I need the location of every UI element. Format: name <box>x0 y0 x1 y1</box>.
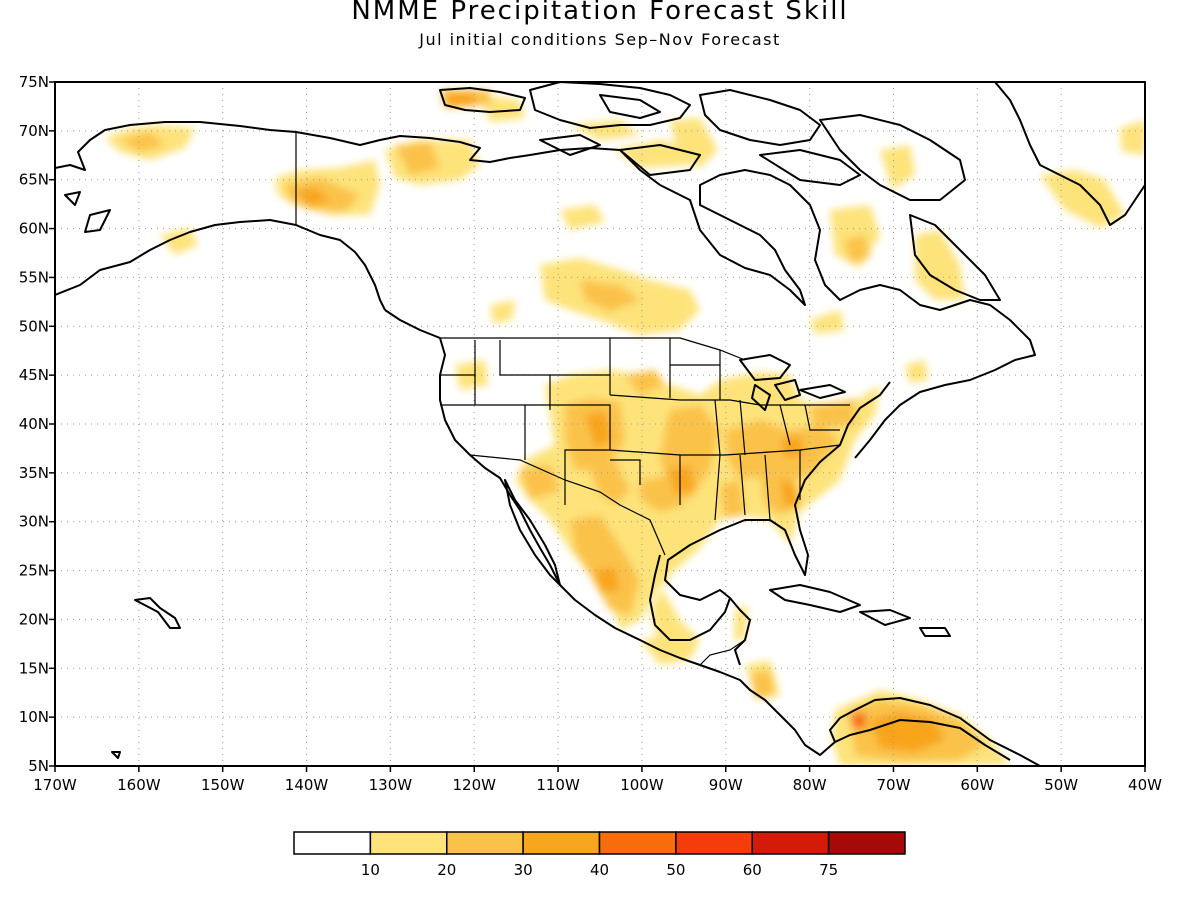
latitude-label: 10N <box>19 708 49 726</box>
political-borders <box>295 132 850 666</box>
legend-swatch <box>751 831 830 855</box>
graticule <box>55 82 1145 766</box>
latitude-label: 15N <box>19 659 49 677</box>
longitude-label: 160W <box>117 776 161 794</box>
latitude-label: 35N <box>19 464 49 482</box>
latitude-label: 40N <box>19 415 49 433</box>
legend-swatch <box>293 831 372 855</box>
longitude-label: 90W <box>709 776 743 794</box>
legend-swatch <box>369 831 448 855</box>
latitude-label: 20N <box>19 610 49 628</box>
legend-swatch <box>675 831 753 855</box>
longitude-label: 120W <box>452 776 496 794</box>
legend-label: 10 <box>361 861 380 879</box>
latitude-label: 55N <box>19 268 49 286</box>
longitude-label: 170W <box>33 776 77 794</box>
longitude-label: 40W <box>1128 776 1162 794</box>
legend-label: 75 <box>819 861 838 879</box>
legend-swatch <box>522 831 601 855</box>
map-title: NMME Precipitation Forecast Skill <box>351 0 849 26</box>
latitude-label: 5N <box>28 757 49 775</box>
longitude-label: 70W <box>877 776 911 794</box>
longitude-label: 140W <box>285 776 329 794</box>
latitude-label: 25N <box>19 562 49 580</box>
legend-label: 40 <box>590 861 609 879</box>
legend-label: 30 <box>514 861 533 879</box>
longitude-label: 130W <box>369 776 413 794</box>
latitude-label: 60N <box>19 220 49 238</box>
longitude-label: 150W <box>201 776 245 794</box>
longitude-label: 100W <box>620 776 664 794</box>
coastlines <box>55 82 1145 766</box>
legend-swatch <box>598 831 677 855</box>
longitude-labels: 170W 160W 150W 140W 130W 120W 110W 100W 90W 80W 70… <box>33 766 1162 794</box>
latitude-labels: 75N 70N 65N 60N 55N 50N 45N 40N 35N 30N 25N 20N 15N 1… <box>19 73 55 775</box>
legend-label: 50 <box>666 861 685 879</box>
legend-label: 20 <box>437 861 456 879</box>
skill-shading <box>105 90 1145 766</box>
longitude-label: 110W <box>536 776 580 794</box>
longitude-label: 60W <box>960 776 994 794</box>
legend-swatch <box>446 831 524 855</box>
color-legend: 10 20 30 40 50 60 75 <box>293 831 906 879</box>
latitude-label: 75N <box>19 73 49 91</box>
legend-label: 60 <box>743 861 762 879</box>
latitude-label: 65N <box>19 171 49 189</box>
longitude-label: 80W <box>793 776 827 794</box>
latitude-label: 45N <box>19 366 49 384</box>
latitude-label: 30N <box>19 513 49 531</box>
latitude-label: 70N <box>19 122 49 140</box>
latitude-label: 50N <box>19 317 49 335</box>
legend-swatch <box>827 831 906 855</box>
map-subtitle: Jul initial conditions Sep–Nov Forecast <box>419 30 781 49</box>
longitude-label: 50W <box>1044 776 1078 794</box>
